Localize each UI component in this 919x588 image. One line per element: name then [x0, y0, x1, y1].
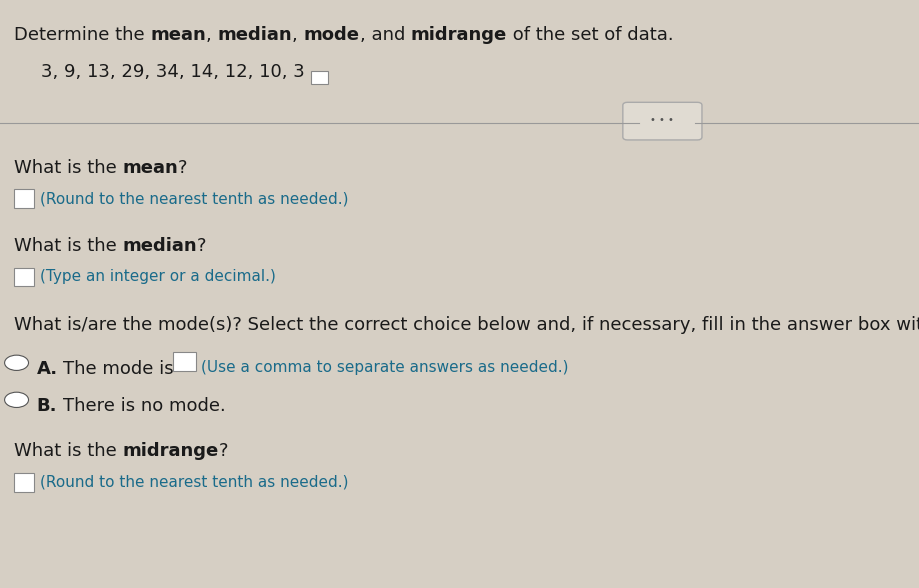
Text: ?: ?: [197, 237, 206, 255]
Text: What is the: What is the: [14, 159, 122, 177]
FancyBboxPatch shape: [14, 268, 34, 286]
Text: A.: A.: [37, 360, 58, 378]
Text: There is no mode.: There is no mode.: [62, 397, 225, 415]
Text: ?: ?: [178, 159, 187, 177]
FancyBboxPatch shape: [311, 71, 327, 84]
Text: The mode is: The mode is: [62, 360, 173, 378]
Text: mean: mean: [150, 26, 206, 45]
Text: What is the: What is the: [14, 442, 122, 460]
Text: median: median: [122, 237, 197, 255]
Circle shape: [5, 355, 28, 370]
Text: mode: mode: [303, 26, 359, 45]
Text: median: median: [217, 26, 291, 45]
Text: What is/are the mode(s)? Select the correct choice below and, if necessary, fill: What is/are the mode(s)? Select the corr…: [14, 316, 919, 334]
Text: • • •: • • •: [650, 115, 674, 125]
FancyBboxPatch shape: [14, 189, 34, 208]
Text: , and: , and: [359, 26, 410, 45]
Text: mean: mean: [122, 159, 178, 177]
Text: Determine the: Determine the: [14, 26, 150, 45]
FancyBboxPatch shape: [622, 102, 701, 140]
Text: ,: ,: [291, 26, 303, 45]
Text: ,: ,: [206, 26, 217, 45]
Text: B.: B.: [37, 397, 57, 415]
Text: ?: ?: [219, 442, 228, 460]
Text: 3, 9, 13, 29, 34, 14, 12, 10, 3: 3, 9, 13, 29, 34, 14, 12, 10, 3: [41, 63, 305, 81]
Circle shape: [5, 392, 28, 407]
Text: of the set of data.: of the set of data.: [506, 26, 673, 45]
Text: (Use a comma to separate answers as needed.): (Use a comma to separate answers as need…: [200, 360, 567, 375]
Text: midrange: midrange: [122, 442, 219, 460]
Text: What is the: What is the: [14, 237, 122, 255]
Text: (Type an integer or a decimal.): (Type an integer or a decimal.): [40, 269, 275, 285]
Text: (Round to the nearest tenth as needed.): (Round to the nearest tenth as needed.): [40, 475, 347, 490]
FancyBboxPatch shape: [14, 473, 34, 492]
Text: midrange: midrange: [410, 26, 506, 45]
FancyBboxPatch shape: [173, 352, 196, 371]
Text: (Round to the nearest tenth as needed.): (Round to the nearest tenth as needed.): [40, 191, 347, 206]
